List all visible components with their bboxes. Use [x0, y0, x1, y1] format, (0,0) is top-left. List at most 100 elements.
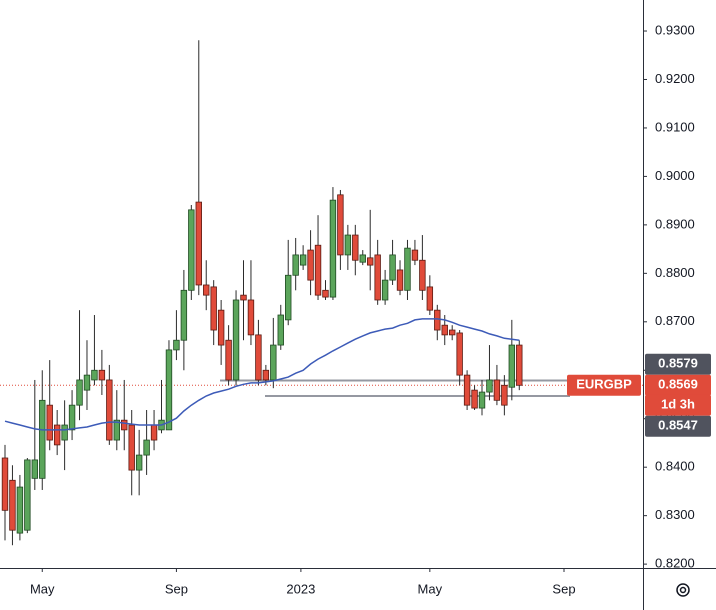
symbol-label: EURGBP [576, 377, 632, 392]
plot-area [0, 40, 643, 546]
y-tick-label: 0.8300 [655, 507, 695, 522]
last-price-label-box [645, 374, 711, 396]
candle-body [359, 254, 366, 263]
candle-body [337, 194, 344, 256]
candle-body [173, 339, 180, 351]
candle-body [217, 309, 225, 346]
candle-body [53, 424, 61, 446]
candle-body [247, 299, 255, 336]
candle-body [232, 299, 240, 381]
y-tick-label: 0.8400 [655, 459, 695, 474]
candle-body [389, 254, 396, 281]
candle-body [292, 254, 299, 276]
candle-body [98, 369, 106, 381]
level-label: 0.8579 [658, 356, 698, 371]
y-tick-label: 0.9100 [655, 119, 695, 134]
settings-button[interactable] [676, 583, 690, 597]
level-label-box [645, 415, 711, 437]
candle-body [374, 254, 381, 301]
candle-body [76, 379, 83, 406]
x-tick-label: May [418, 581, 443, 596]
candle-body [24, 459, 31, 531]
y-tick-label: 0.9000 [655, 168, 695, 183]
candle-body [322, 289, 329, 298]
countdown-label-box [645, 394, 711, 416]
candle-body [61, 424, 68, 441]
level-label: 0.8547 [658, 418, 698, 433]
candle-body [128, 424, 135, 471]
candle-body [314, 244, 322, 296]
candle-body [270, 344, 277, 381]
candle-body [91, 369, 98, 381]
candle-body [463, 374, 471, 406]
candle-body [68, 404, 76, 431]
candle-body [188, 209, 195, 291]
candle-body [486, 379, 493, 393]
y-tick-label: 0.8800 [655, 265, 695, 280]
y-tick-label: 0.9300 [655, 22, 695, 37]
candle-body [113, 419, 120, 441]
candle-body [329, 199, 337, 298]
candle-body [135, 454, 143, 471]
last-price-label: 0.8569 [658, 377, 698, 392]
x-tick-label: 2023 [286, 581, 315, 596]
candle-body [411, 249, 419, 261]
candle-body [225, 339, 232, 381]
symbol-label-box [567, 374, 641, 396]
candle-body [493, 379, 501, 401]
candle-body [46, 404, 53, 441]
candle-body [352, 234, 359, 261]
candle-body [419, 259, 426, 291]
level-label-box [645, 353, 711, 375]
candle-body [277, 314, 284, 346]
candle-body [83, 374, 91, 391]
candle-body [150, 424, 158, 441]
settings-icon-center[interactable] [679, 586, 687, 594]
x-tick-label: Sep [552, 581, 575, 596]
candle-body [404, 247, 411, 291]
candle-body [210, 286, 217, 331]
candle-body [1, 457, 9, 511]
candle-body [381, 279, 389, 301]
candle-body [240, 294, 247, 301]
candle-body [262, 369, 270, 381]
x-tick-label: May [30, 581, 55, 596]
candle-body [299, 254, 307, 266]
y-tick-label: 0.8200 [655, 556, 695, 571]
candle-body [501, 384, 508, 406]
candle-body [471, 389, 478, 409]
candle-body [516, 344, 523, 386]
candle-body [456, 332, 463, 376]
candle-body [434, 309, 441, 331]
candle-body [448, 329, 456, 336]
countdown-label: 1d 3h [661, 397, 695, 412]
candle-body [441, 324, 448, 336]
candle-body [9, 479, 16, 531]
candle-body [203, 284, 210, 296]
candle-body [396, 269, 404, 291]
x-tick-label: Sep [165, 581, 188, 596]
candle-body [426, 286, 434, 311]
candle-body [121, 419, 128, 431]
candle-body [307, 249, 314, 281]
candle-body [165, 349, 173, 431]
candle-body [180, 289, 188, 341]
candle-body [478, 391, 486, 409]
y-tick-label: 0.8900 [655, 216, 695, 231]
candle-body [367, 257, 374, 266]
candle-body [285, 274, 292, 321]
settings-icon[interactable] [676, 583, 690, 597]
candle-body [39, 399, 46, 479]
candle-body [344, 234, 352, 256]
candle-body [106, 379, 113, 441]
y-tick-label: 0.9200 [655, 71, 695, 86]
candle-body [195, 201, 202, 286]
candle-body [31, 459, 39, 479]
candle-body [255, 334, 262, 381]
moving-average [4, 318, 520, 431]
y-tick-label: 0.8700 [655, 313, 695, 328]
candle-body [16, 486, 24, 534]
candle-body [508, 344, 516, 388]
candle-body [143, 439, 150, 456]
